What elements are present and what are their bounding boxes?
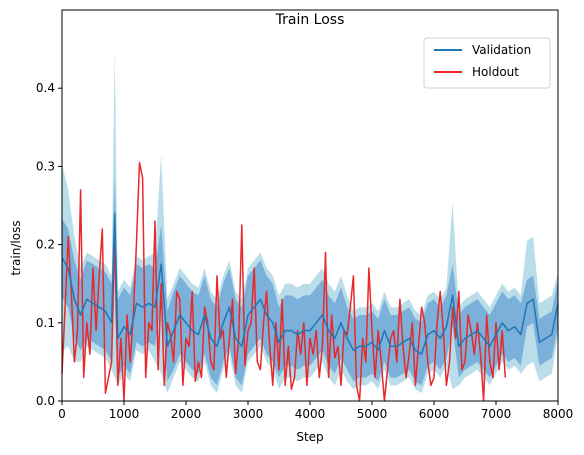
y-tick-label: 0.2 xyxy=(36,238,55,252)
x-tick-label: 4000 xyxy=(295,407,326,421)
holdout-series-layer xyxy=(61,161,507,402)
x-tick-label: 2000 xyxy=(171,407,202,421)
x-tick-label: 8000 xyxy=(543,407,574,421)
validation-band-inner xyxy=(62,174,558,386)
chart-title: Train Loss xyxy=(275,12,345,28)
x-tick-label: 7000 xyxy=(481,407,512,421)
validation-band-inner-layer xyxy=(62,174,558,386)
x-tick-label: 3000 xyxy=(233,407,264,421)
legend: Validation Holdout xyxy=(423,37,551,89)
y-tick-label: 0.4 xyxy=(36,81,55,95)
validation-series-layer xyxy=(61,212,559,355)
x-tick-label: 6000 xyxy=(419,407,450,421)
y-tick-label: 0.1 xyxy=(36,316,55,330)
x-axis-label: Step xyxy=(296,430,323,444)
y-tick-label: 0.0 xyxy=(36,394,55,408)
y-tick-label: 0.3 xyxy=(36,159,55,173)
x-tick-label: 0 xyxy=(58,407,66,421)
validation-line xyxy=(61,212,559,355)
plot-area xyxy=(61,49,559,402)
x-axis-ticks: 0 1000 2000 3000 4000 5000 6000 7000 8000 xyxy=(58,401,573,421)
x-tick-label: 5000 xyxy=(357,407,388,421)
x-tick-label: 1000 xyxy=(109,407,140,421)
y-axis-label: train/loss xyxy=(9,220,23,275)
y-axis-ticks: 0.0 0.1 0.2 0.3 0.4 xyxy=(36,81,62,408)
legend-holdout-label: Holdout xyxy=(472,65,519,79)
holdout-line xyxy=(61,161,507,402)
legend-validation-label: Validation xyxy=(472,43,531,57)
